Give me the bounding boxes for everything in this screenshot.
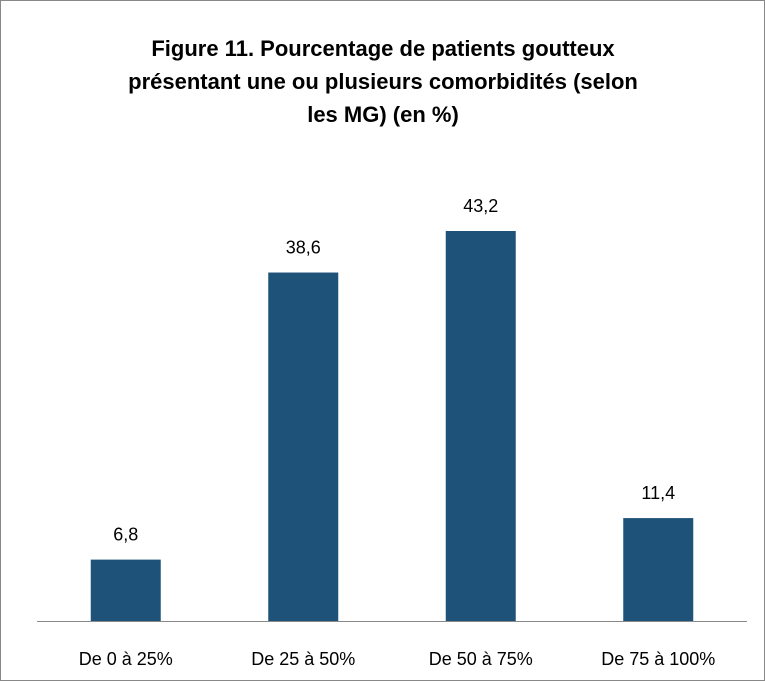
value-label: 6,8 xyxy=(113,524,138,544)
x-tick-label: De 0 à 25% xyxy=(79,649,173,669)
value-label: 11,4 xyxy=(641,483,675,503)
x-tick-label: De 50 à 75% xyxy=(429,649,533,669)
chart-title: Figure 11. Pourcentage de patients goutt… xyxy=(151,36,615,61)
bar xyxy=(445,231,516,621)
chart-title: les MG) (en %) xyxy=(307,102,459,127)
value-label: 43,2 xyxy=(463,196,498,216)
x-tick-label: De 75 à 100% xyxy=(601,649,715,669)
value-label: 38,6 xyxy=(286,237,321,257)
x-tick-label: De 25 à 50% xyxy=(251,649,355,669)
bar xyxy=(90,559,161,621)
bar xyxy=(623,518,694,621)
bar xyxy=(268,272,339,621)
chart-title: présentant une ou plusieurs comorbidités… xyxy=(128,69,638,94)
